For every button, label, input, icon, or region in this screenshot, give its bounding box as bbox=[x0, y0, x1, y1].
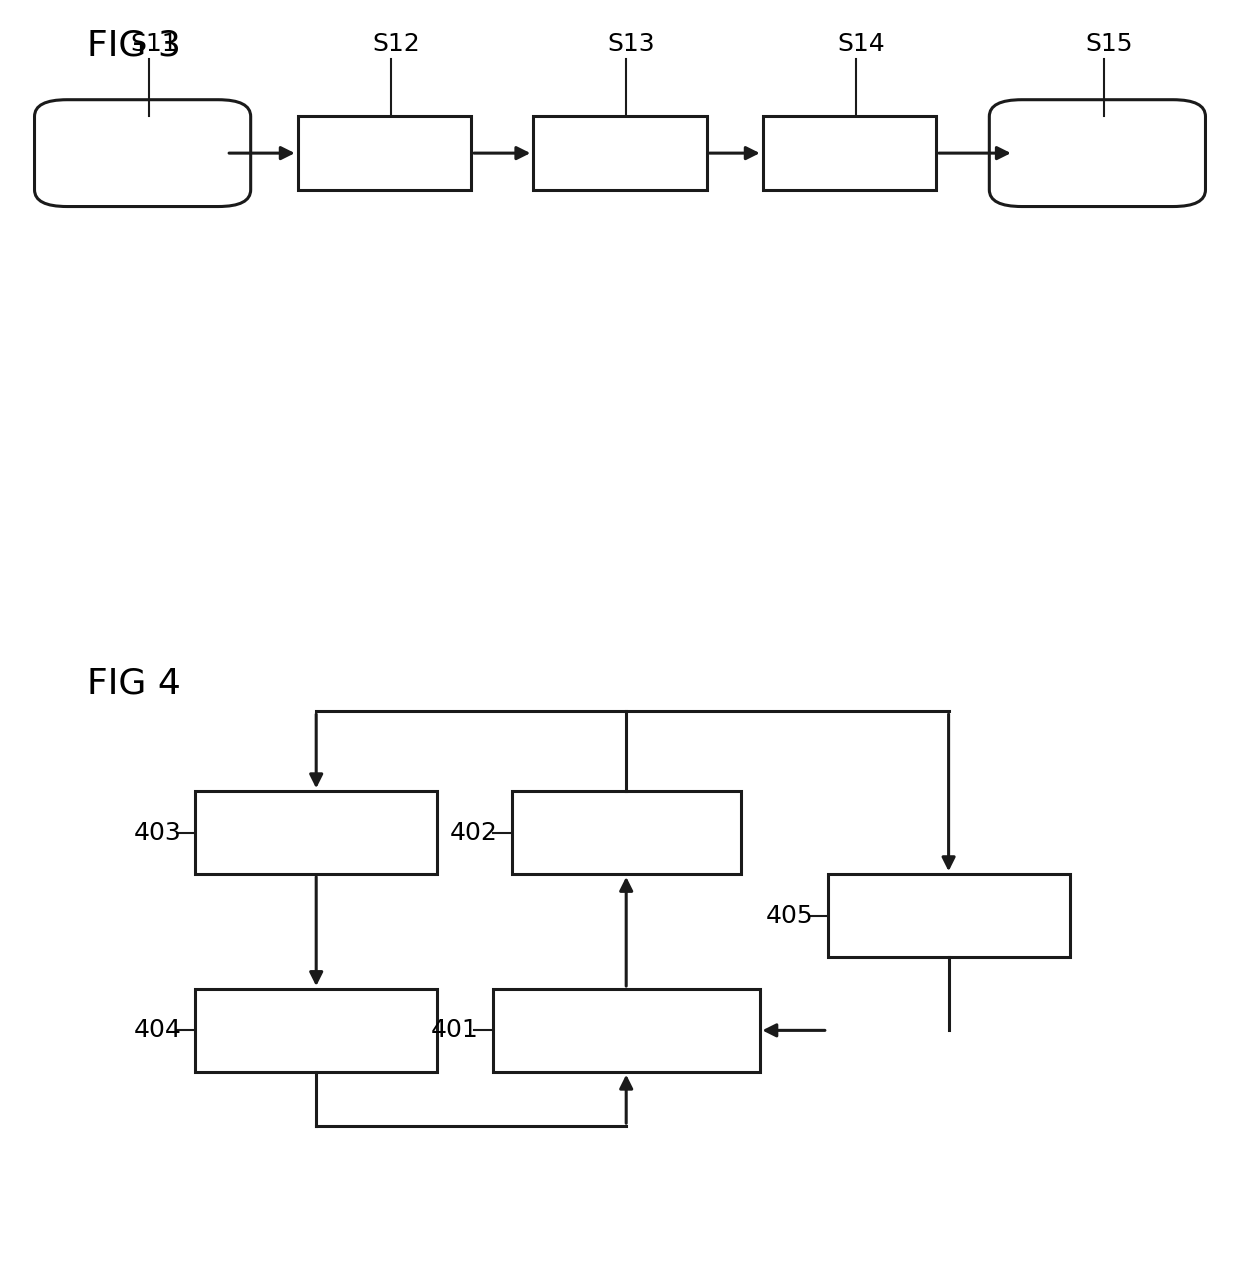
Bar bbox=[196, 989, 438, 1072]
Text: S13: S13 bbox=[608, 32, 655, 56]
Text: S11: S11 bbox=[130, 32, 177, 56]
FancyBboxPatch shape bbox=[990, 100, 1205, 207]
Bar bbox=[828, 874, 1069, 957]
Bar bbox=[511, 791, 740, 874]
Bar bbox=[298, 116, 471, 190]
Text: S12: S12 bbox=[372, 32, 420, 56]
Text: 405: 405 bbox=[765, 903, 813, 928]
Text: FIG 4: FIG 4 bbox=[87, 666, 181, 701]
Text: FIG 3: FIG 3 bbox=[87, 29, 181, 63]
Text: 403: 403 bbox=[134, 820, 181, 845]
Bar bbox=[533, 116, 707, 190]
Text: 404: 404 bbox=[134, 1018, 181, 1042]
Text: S14: S14 bbox=[837, 32, 885, 56]
Text: 401: 401 bbox=[432, 1018, 479, 1042]
Bar bbox=[494, 989, 759, 1072]
Text: 402: 402 bbox=[449, 820, 497, 845]
Text: S15: S15 bbox=[1085, 32, 1132, 56]
Bar bbox=[763, 116, 936, 190]
FancyBboxPatch shape bbox=[35, 100, 250, 207]
Bar bbox=[196, 791, 438, 874]
